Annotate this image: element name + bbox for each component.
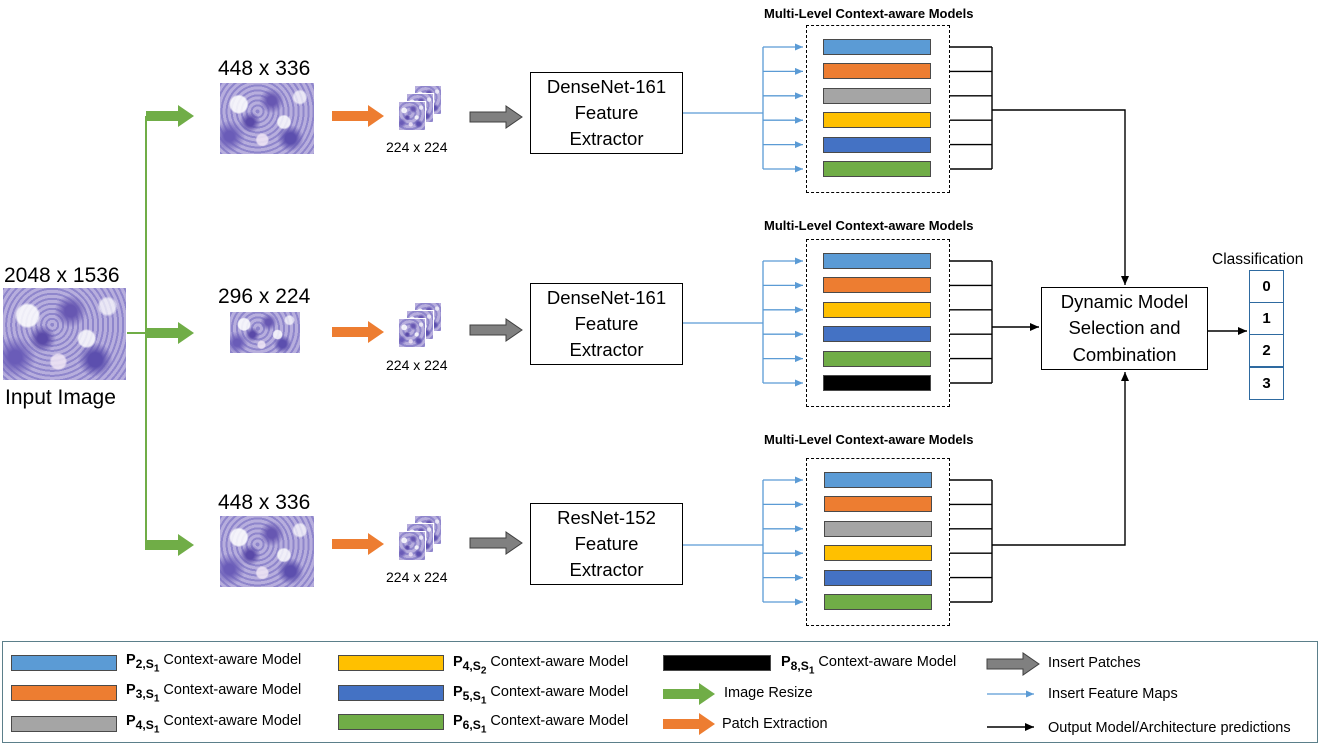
extractor-line: ResNet-152 — [557, 507, 656, 528]
extractor-line: DenseNet-161 — [546, 287, 667, 308]
branch1-models-group — [806, 25, 950, 193]
legend-swatch-p5s1 — [338, 685, 444, 701]
legend-label-p2s1: P2,S1 Context-aware Model — [126, 652, 302, 675]
combiner-line: Dynamic Model — [1060, 290, 1189, 312]
branch2-resized-image — [230, 312, 300, 353]
model-bar-p4s2 — [823, 301, 931, 318]
image-resize-arrow — [146, 534, 194, 556]
branch3-resized-image — [220, 516, 314, 587]
legend-label-p4s2: P4,S2 Context-aware Model — [453, 654, 629, 677]
model-bar-p8s1 — [823, 375, 931, 391]
model-bar-p3s1 — [824, 496, 932, 513]
extractor-line: Extractor — [569, 339, 644, 360]
insert-patches-arrow — [469, 531, 523, 555]
branch1-models-title: Multi-Level Context-aware Models — [764, 6, 974, 21]
model-bar-p4s1 — [823, 87, 931, 104]
output-arrow — [992, 109, 1129, 285]
legend-label-image-resize: Image Resize — [724, 685, 813, 701]
input-image — [3, 288, 126, 380]
branch1-patch-stack — [398, 85, 444, 133]
legend-swatch-p3s1 — [11, 685, 117, 701]
legend-image-resize-arrow — [663, 683, 715, 705]
dynamic-combination-box: Dynamic Model Selection and Combination — [1041, 287, 1208, 370]
model-bar-p2s1 — [823, 253, 931, 269]
model-bar-p5s1 — [824, 569, 932, 586]
branch1-patch-label: 224 x 224 — [386, 139, 448, 155]
legend-swatch-p4s1 — [11, 716, 117, 732]
legend-insert-patches-arrow — [986, 652, 1040, 676]
model-bar-p5s1 — [823, 136, 931, 153]
model-bar-p2s1 — [824, 472, 932, 488]
extractor-line: Extractor — [569, 559, 644, 580]
branch2-feature-extractor: DenseNet-161 Feature Extractor — [530, 283, 683, 365]
input-size-label: 2048 x 1536 — [4, 264, 120, 287]
legend-label-p4s1: P4,S1 Context-aware Model — [126, 713, 302, 736]
extractor-line: Feature — [574, 313, 639, 334]
legend-label-output-predictions: Output Model/Architecture predictions — [1048, 720, 1291, 736]
patch-extraction-arrow — [332, 533, 384, 555]
model-bar-p6s1 — [823, 350, 931, 367]
branch1-resized-image — [220, 83, 314, 154]
model-bar-p2s1 — [823, 39, 931, 55]
model-bar-p3s1 — [823, 63, 931, 80]
branch3-models-title: Multi-Level Context-aware Models — [764, 432, 974, 447]
input-image-label: Input Image — [5, 386, 116, 409]
legend-swatch-p8s1 — [663, 655, 771, 671]
legend — [2, 641, 1318, 743]
branch2-resize-label: 296 x 224 — [218, 285, 311, 308]
insert-patches-arrow — [469, 105, 523, 129]
model-bar-p3s1 — [823, 277, 931, 294]
legend-label-p3s1: P3,S1 Context-aware Model — [126, 682, 302, 705]
output-arrow — [992, 372, 1129, 546]
legend-patch-extraction-arrow — [663, 713, 715, 735]
model-bar-p6s1 — [823, 161, 931, 177]
patch-extraction-arrow — [332, 105, 384, 127]
image-resize-arrow — [146, 105, 194, 127]
extractor-line: Feature — [574, 533, 639, 554]
model-bar-p4s2 — [823, 112, 931, 129]
extractor-line: Feature — [574, 102, 639, 123]
branch1-feature-extractor: DenseNet-161 Feature Extractor — [530, 72, 683, 154]
patch-extraction-arrow — [332, 321, 384, 343]
combiner-line: Combination — [1072, 343, 1177, 365]
branch2-patch-label: 224 x 224 — [386, 357, 448, 373]
insert-patches-arrow — [469, 318, 523, 342]
legend-swatch-p4s2 — [338, 655, 444, 671]
image-resize-arrow — [146, 322, 194, 344]
class-cell: 2 — [1249, 334, 1284, 367]
branch3-resize-label: 448 x 336 — [218, 491, 311, 514]
branch3-feature-extractor: ResNet-152 Feature Extractor — [530, 503, 683, 585]
model-bar-p6s1 — [824, 594, 932, 610]
branch2-patch-stack — [398, 302, 444, 350]
model-bar-p4s2 — [824, 545, 932, 562]
class-cell: 0 — [1249, 270, 1284, 303]
legend-label-p5s1: P5,S1 Context-aware Model — [453, 684, 629, 707]
legend-label-p8s1: P8,S1 Context-aware Model — [781, 654, 957, 677]
extractor-line: DenseNet-161 — [546, 76, 667, 97]
legend-label-p6s1: P6,S1 Context-aware Model — [453, 713, 629, 736]
legend-label-insert-feature-maps: Insert Feature Maps — [1048, 686, 1178, 702]
legend-swatch-p2s1 — [11, 655, 117, 671]
class-cell: 1 — [1249, 302, 1284, 335]
legend-label-patch-extraction: Patch Extraction — [722, 716, 828, 732]
classification-title: Classification — [1212, 251, 1304, 268]
branch3-patch-stack — [398, 515, 444, 563]
legend-label-insert-patches: Insert Patches — [1048, 655, 1141, 671]
extractor-line: Extractor — [569, 128, 644, 149]
model-bar-p4s1 — [824, 520, 932, 537]
combiner-line: Selection and — [1068, 317, 1181, 339]
model-bar-p5s1 — [823, 326, 931, 343]
branch3-patch-label: 224 x 224 — [386, 569, 448, 585]
legend-swatch-p6s1 — [338, 714, 444, 730]
class-cell: 3 — [1249, 367, 1284, 400]
branch1-resize-label: 448 x 336 — [218, 57, 311, 80]
branch2-models-group — [806, 239, 950, 407]
branch3-models-group — [806, 458, 950, 626]
branch2-models-title: Multi-Level Context-aware Models — [764, 218, 974, 233]
